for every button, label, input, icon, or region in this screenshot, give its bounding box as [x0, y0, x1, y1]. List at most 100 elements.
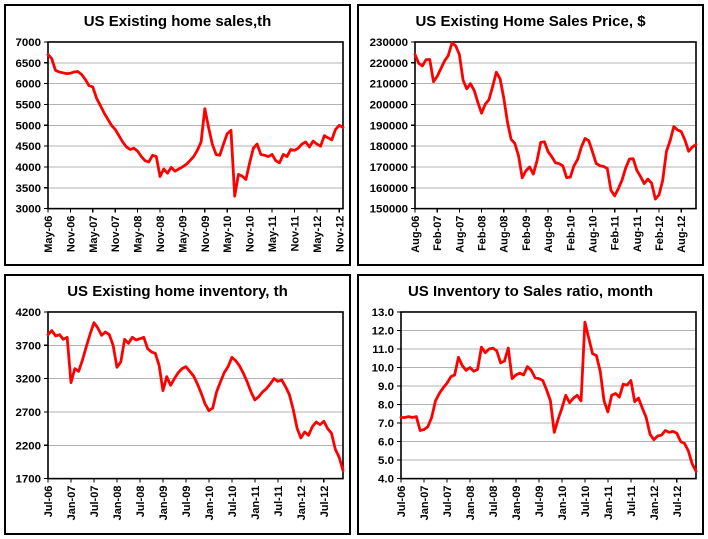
svg-text:Jul-12: Jul-12 [319, 485, 331, 517]
svg-text:Aug-10: Aug-10 [587, 216, 599, 253]
svg-text:13.0: 13.0 [372, 307, 394, 319]
svg-text:Nov-06: Nov-06 [65, 216, 77, 253]
svg-text:Jul-09: Jul-09 [534, 485, 546, 517]
svg-text:3500: 3500 [15, 183, 41, 195]
svg-text:Jul-10: Jul-10 [580, 485, 592, 517]
svg-text:10.0: 10.0 [372, 362, 394, 374]
svg-text:Nov-11: Nov-11 [289, 216, 301, 252]
svg-text:May-12: May-12 [312, 216, 324, 253]
svg-text:5000: 5000 [15, 120, 41, 132]
svg-text:6.0: 6.0 [378, 436, 394, 448]
chart-title-inventory: US Existing home inventory, th [67, 282, 288, 300]
svg-text:150000: 150000 [370, 204, 408, 216]
svg-text:Jan-12: Jan-12 [296, 485, 308, 520]
svg-text:5500: 5500 [15, 99, 41, 111]
svg-text:Aug-11: Aug-11 [632, 216, 644, 253]
chart-panel-home-sales: US Existing home sales,th 7000 6500 6000 55… [4, 4, 351, 266]
svg-text:Nov-12: Nov-12 [334, 216, 346, 253]
svg-text:Jul-07: Jul-07 [89, 485, 101, 517]
svg-text:180000: 180000 [370, 141, 408, 153]
svg-text:3200: 3200 [15, 373, 41, 385]
svg-text:Jan-11: Jan-11 [250, 485, 262, 519]
svg-text:6000: 6000 [15, 79, 41, 91]
svg-text:Nov-10: Nov-10 [245, 216, 257, 253]
svg-text:Jan-12: Jan-12 [649, 485, 661, 520]
svg-text:May-10: May-10 [222, 216, 234, 253]
svg-text:3000: 3000 [15, 204, 41, 216]
svg-text:12.0: 12.0 [372, 325, 394, 337]
svg-text:7000: 7000 [15, 37, 41, 49]
sales-price-line-chart: 230000 220000 210000 200000 190000 180000 1700… [370, 37, 698, 253]
svg-text:200000: 200000 [370, 99, 408, 111]
chart-title-inventory-sales-ratio: US Inventory to Sales ratio, month [407, 282, 654, 300]
svg-text:Jan-08: Jan-08 [465, 485, 477, 520]
svg-text:6500: 6500 [15, 58, 41, 70]
svg-text:Jul-10: Jul-10 [227, 485, 239, 517]
svg-text:Nov-08: Nov-08 [155, 216, 167, 253]
svg-text:160000: 160000 [370, 183, 408, 195]
inventory-sales-ratio-line-chart: 13.0 12.0 11.0 10.0 9.0 8.0 7.0 6.0 5.0 4.0Jul-06… [372, 307, 698, 520]
svg-text:4000: 4000 [15, 162, 41, 174]
svg-text:Aug-07: Aug-07 [454, 216, 466, 253]
svg-text:4200: 4200 [15, 307, 41, 319]
svg-text:210000: 210000 [370, 79, 408, 91]
svg-text:8.0: 8.0 [378, 399, 394, 411]
svg-text:Jul-07: Jul-07 [442, 485, 454, 517]
svg-text:Jul-06: Jul-06 [396, 485, 408, 517]
svg-text:Feb-09: Feb-09 [521, 216, 533, 251]
svg-text:Jan-10: Jan-10 [204, 485, 216, 520]
svg-text:4.0: 4.0 [378, 473, 394, 485]
svg-text:Jul-11: Jul-11 [273, 485, 285, 516]
svg-text:Feb-07: Feb-07 [432, 216, 444, 251]
svg-text:Jul-09: Jul-09 [181, 485, 193, 517]
svg-text:Jan-09: Jan-09 [158, 485, 170, 520]
svg-text:2700: 2700 [15, 406, 41, 418]
chart-title-home-sales: US Existing home sales,th [83, 13, 272, 30]
svg-text:Jul-12: Jul-12 [672, 485, 684, 517]
svg-text:9.0: 9.0 [378, 381, 394, 393]
svg-text:May-08: May-08 [133, 216, 145, 253]
svg-text:Jul-08: Jul-08 [488, 485, 500, 517]
chart-title-sales-price: US Existing Home Sales Price, $ [415, 13, 646, 30]
svg-text:Feb-12: Feb-12 [654, 216, 666, 251]
svg-text:Aug-08: Aug-08 [499, 216, 511, 253]
svg-text:Aug-09: Aug-09 [543, 216, 555, 253]
svg-text:Jan-10: Jan-10 [557, 485, 569, 520]
svg-text:230000: 230000 [370, 37, 408, 49]
svg-text:220000: 220000 [370, 58, 408, 70]
svg-text:Aug-12: Aug-12 [676, 216, 688, 253]
svg-text:May-11: May-11 [267, 216, 279, 253]
svg-text:Feb-11: Feb-11 [610, 216, 622, 251]
svg-text:Jul-11: Jul-11 [626, 485, 638, 516]
svg-text:Jan-11: Jan-11 [603, 485, 615, 519]
svg-text:170000: 170000 [370, 162, 408, 174]
svg-text:5.0: 5.0 [378, 455, 394, 467]
chart-panel-sales-price: US Existing Home Sales Price, $ 230000 22… [357, 4, 704, 266]
svg-text:Aug-06: Aug-06 [410, 216, 422, 253]
svg-text:Jan-07: Jan-07 [66, 485, 78, 520]
svg-text:Jan-08: Jan-08 [112, 485, 124, 520]
chart-panel-inventory: US Existing home inventory, th 4200 3700 3… [4, 273, 351, 535]
svg-text:Jul-08: Jul-08 [135, 485, 147, 517]
svg-text:4500: 4500 [15, 141, 41, 153]
svg-text:May-09: May-09 [177, 216, 189, 253]
svg-text:Jan-07: Jan-07 [419, 485, 431, 520]
home-sales-line-chart: 700065006000550050004500400035003000May-… [15, 37, 346, 253]
svg-text:1700: 1700 [15, 473, 41, 485]
svg-text:11.0: 11.0 [372, 344, 394, 356]
svg-text:Jan-09: Jan-09 [511, 485, 523, 520]
svg-text:May-07: May-07 [88, 216, 100, 253]
svg-text:2200: 2200 [15, 440, 41, 452]
svg-text:Nov-09: Nov-09 [200, 216, 212, 253]
svg-text:7.0: 7.0 [378, 418, 394, 430]
svg-text:Nov-07: Nov-07 [110, 216, 122, 253]
svg-text:190000: 190000 [370, 120, 408, 132]
svg-text:Feb-10: Feb-10 [565, 216, 577, 251]
chart-panel-inventory-sales-ratio: US Inventory to Sales ratio, month 13.0 1… [357, 273, 704, 535]
svg-text:3700: 3700 [15, 340, 41, 352]
svg-text:Feb-08: Feb-08 [477, 216, 489, 251]
svg-text:Jul-06: Jul-06 [43, 485, 55, 517]
svg-text:May-06: May-06 [43, 216, 55, 253]
